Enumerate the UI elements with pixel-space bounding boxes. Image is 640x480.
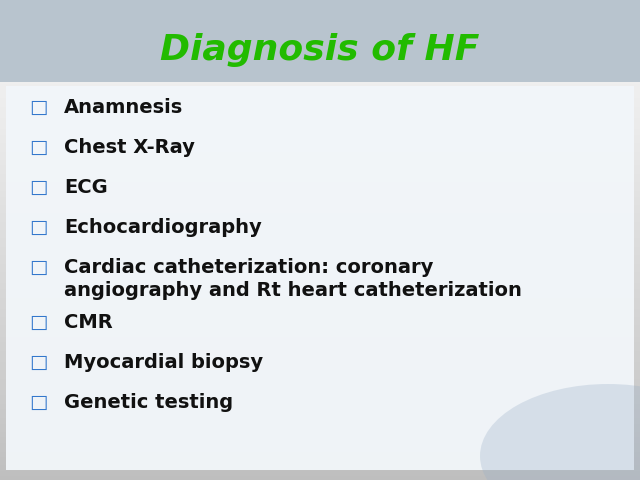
Text: Anamnesis: Anamnesis: [64, 98, 183, 118]
Text: Chest X-Ray: Chest X-Ray: [64, 138, 195, 157]
Text: □: □: [29, 178, 47, 197]
Text: Myocardial biopsy: Myocardial biopsy: [64, 353, 263, 372]
Text: Diagnosis of HF: Diagnosis of HF: [160, 34, 480, 67]
Text: CMR: CMR: [64, 313, 113, 332]
Text: □: □: [29, 393, 47, 412]
Bar: [6, 86, 634, 470]
Text: Cardiac catheterization: coronary
angiography and Rt heart catheterization: Cardiac catheterization: coronary angiog…: [64, 258, 522, 300]
Text: □: □: [29, 313, 47, 332]
Text: □: □: [29, 353, 47, 372]
Text: ECG: ECG: [64, 178, 108, 197]
Bar: [0, 0, 640, 82]
Text: Genetic testing: Genetic testing: [64, 393, 233, 412]
Text: Echocardiography: Echocardiography: [64, 218, 262, 237]
Text: □: □: [29, 98, 47, 118]
Text: □: □: [29, 138, 47, 157]
Ellipse shape: [480, 384, 640, 480]
Text: □: □: [29, 218, 47, 237]
Text: □: □: [29, 258, 47, 277]
